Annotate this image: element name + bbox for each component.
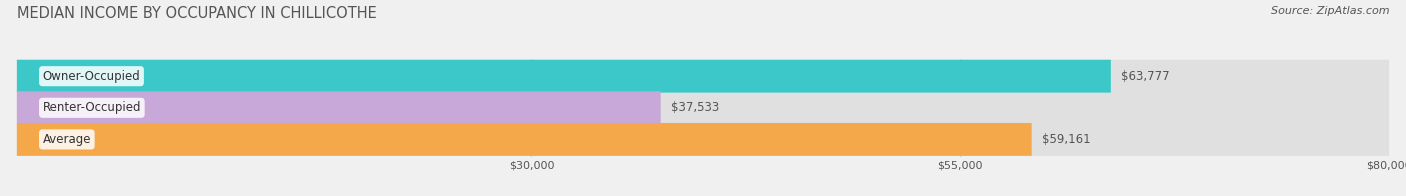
Text: MEDIAN INCOME BY OCCUPANCY IN CHILLICOTHE: MEDIAN INCOME BY OCCUPANCY IN CHILLICOTH…: [17, 6, 377, 21]
FancyBboxPatch shape: [17, 123, 1389, 156]
Text: $59,161: $59,161: [1042, 133, 1091, 146]
FancyBboxPatch shape: [17, 60, 1111, 93]
FancyBboxPatch shape: [17, 91, 661, 124]
FancyBboxPatch shape: [17, 60, 1389, 93]
FancyBboxPatch shape: [17, 123, 1032, 156]
Text: Renter-Occupied: Renter-Occupied: [42, 101, 141, 114]
Text: Owner-Occupied: Owner-Occupied: [42, 70, 141, 83]
Text: Source: ZipAtlas.com: Source: ZipAtlas.com: [1271, 6, 1389, 16]
FancyBboxPatch shape: [17, 91, 1389, 124]
Text: $37,533: $37,533: [671, 101, 720, 114]
Text: Average: Average: [42, 133, 91, 146]
Text: $63,777: $63,777: [1121, 70, 1170, 83]
